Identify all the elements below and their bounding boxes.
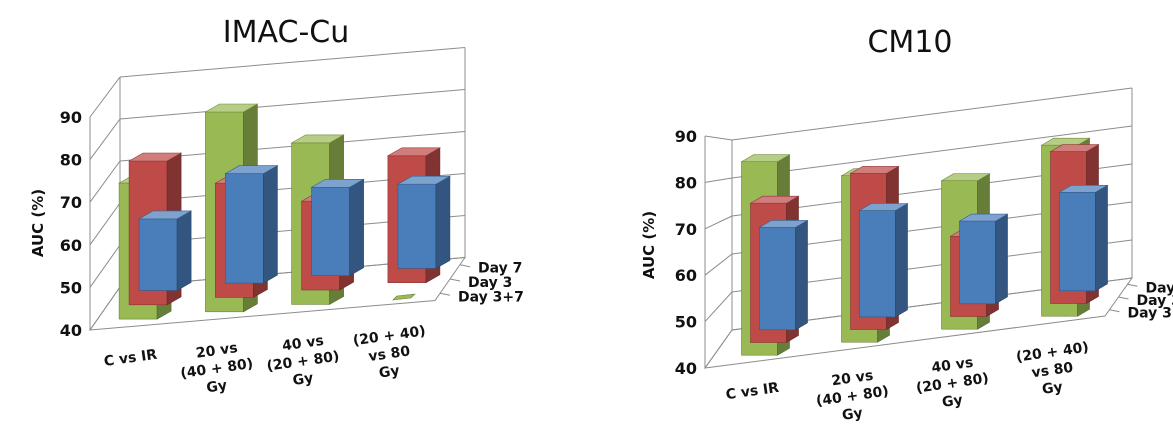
bar-top — [224, 165, 279, 174]
bar-top — [396, 175, 452, 185]
bar — [859, 210, 896, 318]
bar-side — [176, 210, 192, 292]
depth-tick — [449, 278, 461, 282]
chart-title: CM10 — [867, 25, 952, 60]
y-tick-label: 40 — [675, 359, 697, 378]
gridline — [704, 177, 733, 183]
y-tick-label: 60 — [60, 236, 82, 255]
gridline — [89, 76, 121, 118]
series-label: Day 3 — [468, 275, 512, 291]
category-label: C vs IR — [725, 380, 780, 403]
y-axis-label: AUC (%) — [29, 189, 47, 257]
gridline — [731, 125, 1133, 179]
bar-top — [204, 103, 259, 113]
gridline — [704, 253, 733, 276]
gridline — [89, 202, 121, 246]
series-label: Day 3 — [1137, 293, 1173, 309]
y-tick-label: 50 — [60, 278, 82, 297]
y-tick-label: 70 — [675, 220, 697, 239]
series-label: Day 7 — [478, 261, 522, 277]
bar — [225, 173, 264, 284]
y-tick-label: 60 — [675, 266, 697, 285]
bar-top — [849, 166, 900, 174]
y-tick-label: 80 — [675, 173, 697, 192]
gridline — [119, 89, 466, 120]
bar-top — [1049, 144, 1100, 152]
floor — [88, 256, 467, 331]
bar-top — [386, 147, 442, 157]
chart-title: IMAC-Cu — [223, 15, 349, 50]
category-label: Gy — [378, 363, 401, 382]
bar-top — [749, 195, 800, 204]
bar — [959, 220, 996, 305]
depth-tick — [459, 264, 471, 268]
bar — [392, 293, 416, 301]
y-tick-label: 90 — [60, 108, 82, 127]
bar — [759, 227, 796, 331]
bar — [1059, 192, 1096, 292]
bar-top — [740, 154, 791, 162]
bar-top — [1058, 185, 1109, 193]
category-label: C vs IR — [103, 347, 158, 370]
bar-top — [958, 213, 1009, 222]
floor — [703, 277, 1134, 369]
category-label: 40 vs — [931, 355, 975, 377]
y-tick-label: 80 — [60, 151, 82, 170]
gridline — [704, 291, 733, 322]
gridline — [89, 160, 121, 203]
bar — [138, 218, 178, 291]
category-label: vs 80 — [1031, 360, 1075, 382]
gridline — [119, 47, 466, 78]
y-axis-label: AUC (%) — [640, 211, 658, 279]
bar-top — [940, 173, 991, 181]
bar-top — [290, 134, 345, 144]
bar-side — [1095, 184, 1108, 292]
bar-side — [795, 219, 808, 331]
chart-imac-cu: IMAC-Cu AUC (%) 40 50 60 70 80 90 C vs IR 20 vs… — [29, 15, 524, 396]
gridline — [704, 215, 733, 230]
bar — [397, 183, 437, 269]
bar-side — [895, 202, 908, 318]
category-label: Gy — [941, 392, 964, 411]
category-label: 20 vs — [831, 368, 875, 390]
gridline — [704, 135, 733, 141]
gridline — [89, 244, 121, 288]
category-label: 20 vs — [195, 340, 239, 362]
depth-tick — [439, 292, 451, 296]
bar-side — [349, 178, 364, 277]
y-tick-label: 70 — [60, 193, 82, 212]
category-label: vs 80 — [368, 343, 412, 365]
gridline — [731, 87, 1133, 141]
depth-tick — [1127, 283, 1138, 287]
gridline — [89, 118, 121, 160]
category-label: Gy — [292, 370, 315, 389]
series-label: Day 3+7 — [1128, 306, 1173, 322]
bar-top — [137, 210, 193, 220]
depth-tick — [1109, 309, 1120, 313]
category-label: 40 vs — [281, 333, 325, 355]
category-label: Gy — [206, 378, 229, 397]
y-tick-label: 90 — [675, 127, 697, 146]
bar-side — [995, 213, 1008, 305]
category-label: Gy — [1041, 379, 1064, 398]
series-label: Day 3+7 — [458, 289, 524, 305]
bar-top — [758, 220, 809, 228]
bar-side — [435, 175, 451, 269]
depth-tick — [1118, 296, 1129, 300]
category-label: Gy — [841, 405, 864, 424]
y-tick-label: 40 — [60, 321, 82, 340]
series-label: Day 7 — [1146, 280, 1173, 296]
bar-top — [310, 179, 365, 188]
bar — [311, 187, 350, 277]
bar-side — [263, 165, 278, 284]
y-tick-label: 50 — [675, 313, 697, 332]
bar-top — [858, 203, 909, 211]
bar-top — [127, 152, 183, 162]
